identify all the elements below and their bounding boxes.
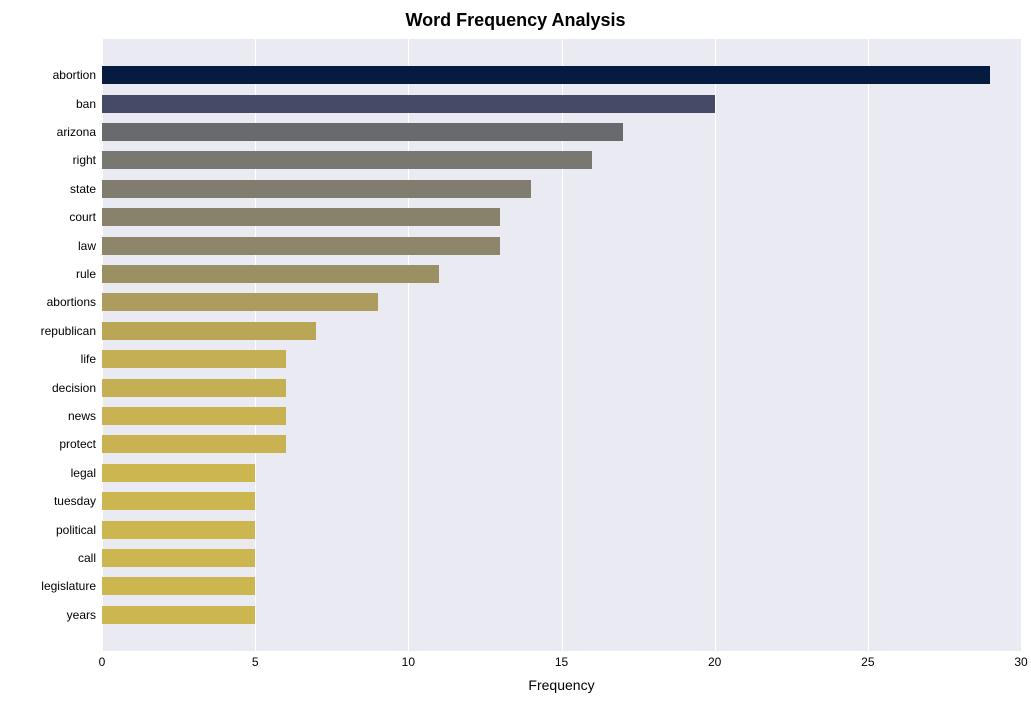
y-tick-label: law [78, 239, 96, 253]
x-tick-label: 20 [708, 655, 721, 669]
y-tick-label: state [70, 182, 96, 196]
plot-area: abortion ban arizona right state court law rule… [10, 39, 1021, 651]
y-tick-label: political [56, 523, 96, 537]
x-tick-label: 0 [99, 655, 106, 669]
y-tick-label: decision [52, 381, 96, 395]
bar [102, 521, 255, 539]
bar [102, 151, 592, 169]
bar [102, 464, 255, 482]
grid-line [868, 39, 869, 651]
bar [102, 407, 286, 425]
x-tick-label: 30 [1014, 655, 1027, 669]
y-tick-label: abortions [47, 295, 96, 309]
grid-line [1021, 39, 1022, 651]
bar [102, 95, 715, 113]
x-tick-label: 10 [402, 655, 415, 669]
bar [102, 606, 255, 624]
bar [102, 549, 255, 567]
chart-title: Word Frequency Analysis [10, 10, 1021, 31]
x-tick-label: 25 [861, 655, 874, 669]
y-tick-label: protect [59, 437, 96, 451]
bar [102, 322, 316, 340]
bar [102, 180, 531, 198]
y-axis: abortion ban arizona right state court law rule… [10, 39, 102, 651]
y-tick-label: rule [76, 267, 96, 281]
bar [102, 123, 623, 141]
y-tick-label: right [73, 153, 96, 167]
y-tick-label: arizona [57, 125, 96, 139]
y-tick-label: ban [76, 97, 96, 111]
y-tick-label: call [78, 551, 96, 565]
x-tick-label: 5 [252, 655, 259, 669]
bar [102, 265, 439, 283]
y-tick-label: life [81, 352, 96, 366]
chart-container: Word Frequency Analysis abortion ban arizo… [0, 0, 1031, 701]
bar [102, 435, 286, 453]
bar [102, 577, 255, 595]
bar [102, 208, 500, 226]
y-tick-label: legal [71, 466, 96, 480]
y-tick-label: legislature [41, 579, 96, 593]
y-tick-label: abortion [53, 68, 96, 82]
bar [102, 237, 500, 255]
x-axis-title: Frequency [528, 677, 594, 693]
y-tick-label: years [67, 608, 96, 622]
y-tick-label: news [68, 409, 96, 423]
grid-line [715, 39, 716, 651]
bar [102, 66, 990, 84]
x-axis: Frequency 051015202530 [102, 651, 1021, 701]
bar [102, 379, 286, 397]
y-tick-label: court [69, 210, 96, 224]
y-tick-label: tuesday [54, 494, 96, 508]
bar [102, 293, 378, 311]
bars-region [102, 39, 1021, 651]
x-tick-label: 15 [555, 655, 568, 669]
bar [102, 350, 286, 368]
y-tick-label: republican [41, 324, 96, 338]
bar [102, 492, 255, 510]
